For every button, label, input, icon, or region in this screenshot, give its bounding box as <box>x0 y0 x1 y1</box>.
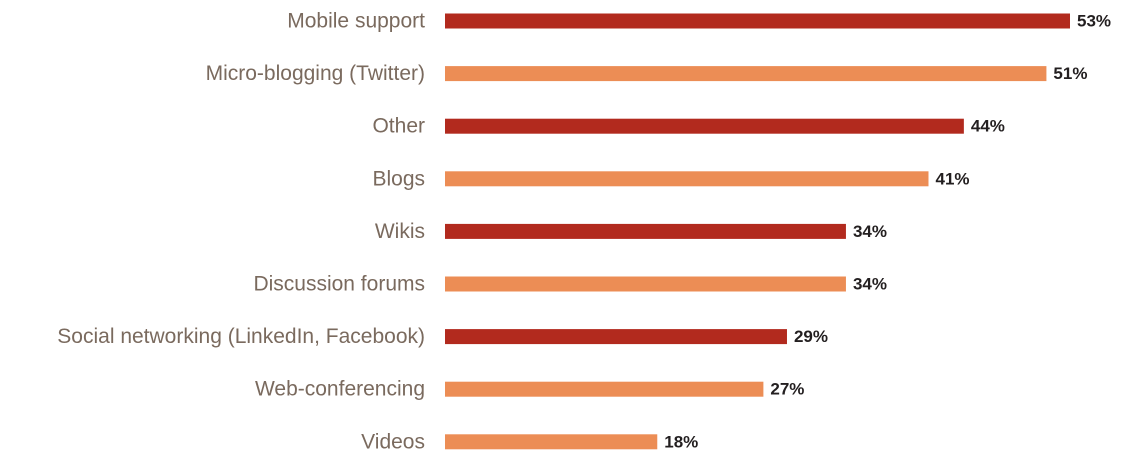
bar <box>445 171 929 187</box>
value-label: 34% <box>853 275 887 294</box>
bar <box>445 434 658 450</box>
category-label: Micro-blogging (Twitter) <box>206 62 425 85</box>
category-label: Social networking (LinkedIn, Facebook) <box>57 325 425 348</box>
bar <box>445 381 764 397</box>
value-label: 34% <box>853 222 887 241</box>
value-label: 18% <box>664 432 698 450</box>
category-label: Wikis <box>375 220 425 243</box>
value-label: 51% <box>1053 64 1087 83</box>
bar <box>445 329 787 345</box>
value-label: 41% <box>935 169 969 188</box>
value-label: 29% <box>794 327 828 346</box>
category-label: Mobile support <box>287 10 425 33</box>
category-label: Other <box>372 115 425 138</box>
value-label: 27% <box>770 380 804 399</box>
category-label: Videos <box>361 430 425 450</box>
value-label: 44% <box>971 117 1005 136</box>
bar <box>445 276 846 292</box>
bar <box>445 66 1047 82</box>
category-label: Discussion forums <box>253 273 425 296</box>
bar <box>445 223 846 239</box>
bar <box>445 118 964 134</box>
value-label: 53% <box>1077 12 1111 31</box>
category-label: Blogs <box>372 167 425 190</box>
bar <box>445 13 1070 29</box>
category-label: Web-conferencing <box>255 378 425 401</box>
